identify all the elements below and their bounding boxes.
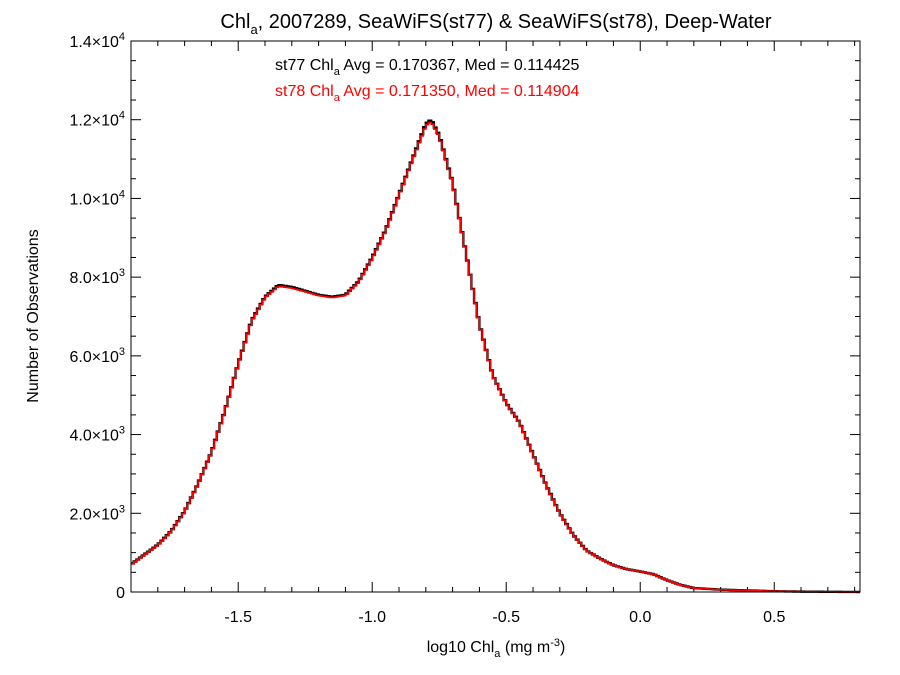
annotation-st77-prefix: st77 Chl [275, 57, 334, 74]
annotation-st77-subscript: a [334, 66, 341, 78]
annotation-st78: st78 Chla Avg = 0.171350, Med = 0.114904 [275, 83, 580, 104]
y-tick-label-4: 8.0×103 [69, 267, 125, 287]
chart-title-subscript: a [250, 22, 258, 37]
chart-title-prefix: Chl [220, 11, 250, 33]
plot-frame [130, 40, 861, 593]
x-tick-label-2: -0.5 [492, 609, 520, 626]
y-tick-label-0: 0 [116, 585, 125, 602]
x-axis-label-superscript: -3 [550, 637, 560, 649]
annotation-st77: st77 Chla Avg = 0.170367, Med = 0.114425 [275, 57, 580, 78]
x-axis-label: log10 Chla (mg m-3) [427, 637, 566, 660]
y-tick-label-3: 6.0×103 [69, 346, 125, 366]
x-axis-label-subscript: a [494, 648, 501, 660]
x-tick-label-0: -1.5 [224, 609, 252, 626]
x-tick-label-3: 0.0 [629, 609, 651, 626]
y-tick-label-6: 1.2×104 [69, 110, 125, 130]
y-axis-label: Number of Observations [25, 229, 42, 402]
y-tick-label-2: 4.0×103 [69, 425, 125, 445]
x-tick-label-4: 0.5 [763, 609, 785, 626]
axis-ticks: -1.5 -1.0 -0.5 0.0 0.5 0 2.0×103 4.0×103 6.0×103… [69, 31, 860, 626]
y-tick-label-1: 2.0×103 [69, 503, 125, 523]
y-tick-label-7: 1.4×104 [69, 31, 125, 51]
x-axis-label-suffix: ) [560, 639, 565, 656]
x-tick-label-1: -1.0 [358, 609, 386, 626]
y-tick-label-5: 1.0×104 [69, 188, 125, 208]
series-layer [131, 119, 860, 594]
x-axis-label-prefix: log10 Chl [427, 639, 495, 656]
annotation-st77-suffix: Avg = 0.170367, Med = 0.114425 [340, 57, 580, 74]
chart-title-suffix: , 2007289, SeaWiFS(st77) & SeaWiFS(st78)… [258, 11, 772, 33]
chart-title: Chla, 2007289, SeaWiFS(st77) & SeaWiFS(s… [220, 11, 771, 37]
annotation-st78-prefix: st78 Chl [275, 83, 334, 100]
annotation-st78-subscript: a [334, 92, 341, 104]
series-st78-line [131, 121, 860, 593]
annotation-st78-suffix: Avg = 0.171350, Med = 0.114904 [340, 83, 580, 100]
x-axis-label-middle: (mg m [500, 639, 550, 656]
